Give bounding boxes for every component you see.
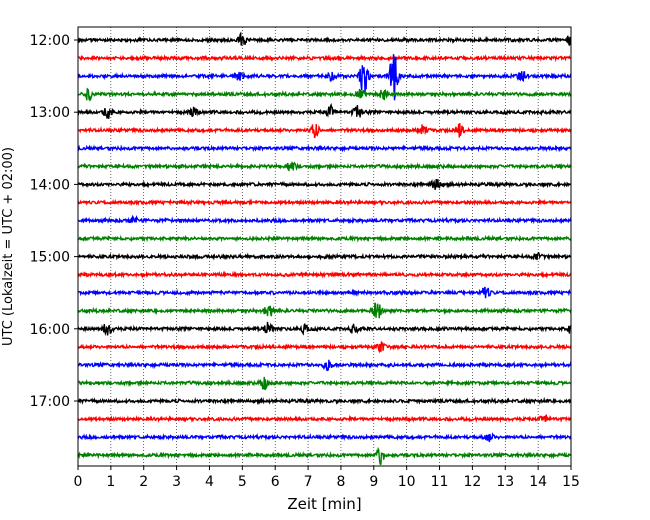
y-tick-label: 13:00 <box>30 105 70 121</box>
x-tick-label: 11 <box>431 474 449 490</box>
x-tick-label: 12 <box>463 474 481 490</box>
plot-frame <box>77 26 572 467</box>
seismic-trace <box>77 446 572 466</box>
seismic-trace <box>77 396 572 406</box>
x-axis-label: Zeit [min] <box>287 495 361 513</box>
seismic-trace <box>77 160 572 172</box>
seismic-trace <box>77 251 572 261</box>
seismic-trace <box>77 302 572 319</box>
x-tick-label: 10 <box>398 474 416 490</box>
seismic-trace <box>77 414 572 424</box>
x-tick-label: 4 <box>205 474 214 490</box>
x-tick-label: 8 <box>336 474 345 490</box>
x-tick-label: 15 <box>562 474 580 490</box>
y-tick-label: 15:00 <box>30 250 70 266</box>
x-axis-ticks: 0 1 2 3 4 5 6 7 8 9 10 11 12 13 14 15 <box>74 466 580 490</box>
seismic-trace <box>77 432 572 443</box>
x-tick-label: 9 <box>369 474 378 490</box>
x-tick-label: 13 <box>496 474 514 490</box>
seismic-trace <box>77 234 572 243</box>
seismic-trace <box>77 179 572 190</box>
seismic-trace <box>77 214 572 225</box>
seismic-trace <box>77 144 572 153</box>
seismic-trace <box>77 198 572 207</box>
seismic-trace <box>77 31 572 46</box>
x-tick-label: 2 <box>139 474 148 490</box>
y-tick-label: 14:00 <box>30 177 70 193</box>
seismic-trace <box>77 54 572 101</box>
x-tick-label: 1 <box>106 474 115 490</box>
x-tick-label: 0 <box>74 474 83 490</box>
seismic-trace <box>77 321 572 337</box>
x-tick-label: 3 <box>172 474 181 490</box>
seismic-trace <box>77 53 572 63</box>
x-tick-label: 6 <box>271 474 280 490</box>
seismic-trace <box>77 286 572 299</box>
x-tick-label: 5 <box>238 474 247 490</box>
seismic-trace <box>77 87 572 102</box>
y-axis-label: UTC (Lokalzeit = UTC + 02:00) <box>1 147 16 346</box>
y-tick-label: 12:00 <box>30 33 70 49</box>
seismic-traces <box>77 31 572 466</box>
y-axis-ticks: 12:00 13:00 14:00 15:00 16:00 17:00 <box>30 33 78 410</box>
y-tick-label: 17:00 <box>30 394 70 410</box>
x-tick-label: 7 <box>304 474 313 490</box>
seismic-trace <box>77 102 572 119</box>
y-tick-label: 16:00 <box>30 322 70 338</box>
seismic-trace <box>77 123 572 139</box>
seismic-trace <box>77 270 572 279</box>
grid-lines <box>110 27 539 466</box>
seismic-trace <box>77 376 572 391</box>
seismic-trace <box>77 359 572 372</box>
seismic-trace <box>77 341 572 354</box>
x-tick-label: 14 <box>529 474 547 490</box>
